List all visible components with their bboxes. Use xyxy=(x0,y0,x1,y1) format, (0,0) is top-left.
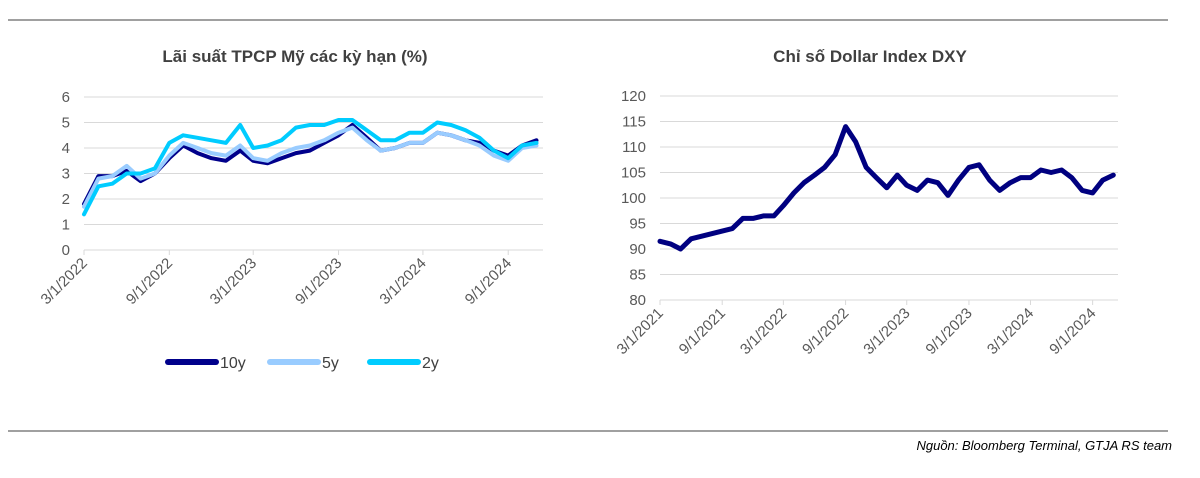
y-tick-label: 80 xyxy=(629,292,646,309)
y-tick-label: 1 xyxy=(62,217,70,234)
series-line-2y xyxy=(82,118,539,217)
y-tick-label: 95 xyxy=(629,216,646,233)
legend-label-5y: 5y xyxy=(322,355,339,372)
chart2-title: Chỉ số Dollar Index DXY xyxy=(773,47,967,66)
x-tick-label: 3/1/2023 xyxy=(207,255,260,308)
y-tick-label: 100 xyxy=(621,190,646,207)
chart1-plot: 0 1 2 3 4 5 6 3/1/2022 9/1/2022 3/1/2023 9/1/2023 3… xyxy=(38,89,543,308)
y-tick-label: 0 xyxy=(62,242,70,259)
x-tick-label: 9/1/2024 xyxy=(1046,305,1099,358)
y-tick-label: 120 xyxy=(621,88,646,105)
chart1-title: Lãi suất TPCP Mỹ các kỳ hạn (%) xyxy=(162,47,427,66)
series-line-dxy xyxy=(657,124,1116,252)
x-tick-label: 3/1/2021 xyxy=(614,305,667,358)
series-line-10y xyxy=(82,123,539,207)
y-tick-label: 105 xyxy=(621,165,646,182)
x-tick-label: 3/1/2023 xyxy=(860,305,913,358)
y-tick-label: 115 xyxy=(622,114,646,131)
y-tick-label: 3 xyxy=(62,166,70,183)
y-tick-label: 2 xyxy=(62,191,70,208)
y-tick-label: 4 xyxy=(62,140,70,157)
x-tick-label: 3/1/2022 xyxy=(38,255,91,308)
legend-label-10y: 10y xyxy=(220,355,246,372)
x-tick-label: 9/1/2024 xyxy=(462,255,515,308)
x-tick-label: 9/1/2023 xyxy=(292,255,345,308)
y-tick-label: 6 xyxy=(62,89,70,106)
y-tick-label: 85 xyxy=(629,267,646,284)
y-tick-label: 110 xyxy=(622,139,646,156)
y-tick-label: 90 xyxy=(629,241,646,258)
x-tick-label: 9/1/2021 xyxy=(676,305,729,358)
legend-label-2y: 2y xyxy=(422,355,439,372)
x-tick-label: 9/1/2023 xyxy=(922,305,975,358)
chart1-legend: 10y 5y 2y xyxy=(165,355,439,372)
series-line-5y xyxy=(82,125,539,209)
source-note: Nguồn: Bloomberg Terminal, GTJA RS team xyxy=(916,438,1172,453)
x-tick-label: 9/1/2022 xyxy=(799,305,852,358)
x-tick-label: 3/1/2024 xyxy=(984,305,1037,358)
x-tick-label: 3/1/2024 xyxy=(376,255,429,308)
y-tick-label: 5 xyxy=(62,115,70,132)
x-tick-label: 3/1/2022 xyxy=(737,305,790,358)
x-tick-label: 9/1/2022 xyxy=(123,255,176,308)
